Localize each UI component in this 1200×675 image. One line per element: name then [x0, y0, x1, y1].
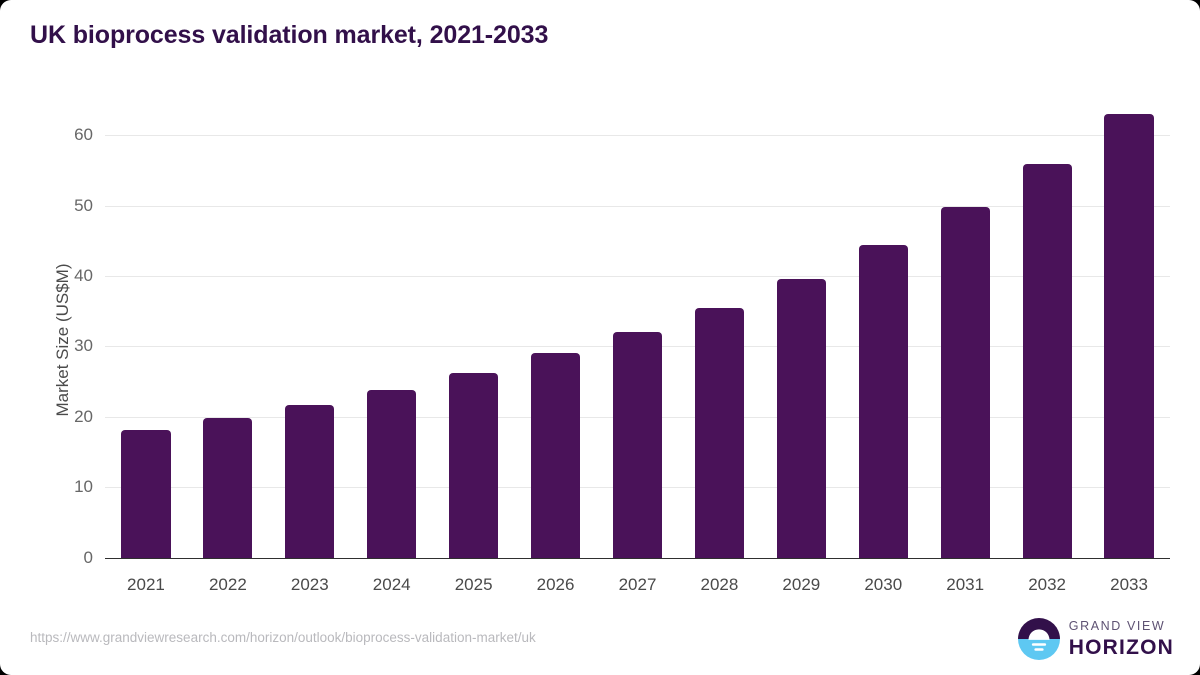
bar[interactable]: [776, 278, 826, 558]
gridline: [105, 135, 1170, 137]
bar[interactable]: [858, 245, 908, 558]
x-axis-tick-label: 2027: [618, 575, 657, 594]
bar[interactable]: [1104, 114, 1154, 558]
y-axis-tick-label: 10: [74, 477, 93, 497]
logo-line-grand-view: GRAND VIEW: [1068, 619, 1166, 634]
y-axis-tick-label: 60: [74, 125, 93, 145]
x-axis-tick-label: 2032: [1028, 575, 1067, 594]
gridline: [105, 275, 1170, 277]
bar[interactable]: [285, 405, 335, 558]
gridline: [105, 205, 1170, 207]
x-axis-line: [105, 557, 1170, 560]
x-axis-tick-label: 2031: [946, 575, 985, 594]
bar[interactable]: [531, 353, 581, 558]
bar[interactable]: [940, 207, 990, 558]
x-axis-tick-label: 2028: [700, 575, 739, 594]
x-axis-tick-label: 2024: [372, 575, 411, 594]
bar[interactable]: [612, 331, 663, 558]
bar[interactable]: [694, 307, 744, 558]
x-axis-tick-label: 2033: [1110, 575, 1148, 594]
y-axis-tick-label: 30: [74, 336, 93, 356]
bar[interactable]: [449, 373, 499, 558]
y-axis-tick-label: 50: [74, 195, 93, 215]
x-axis-tick-label: 2022: [208, 575, 247, 594]
x-axis-tick-label: 2026: [536, 575, 575, 594]
plot-area: 0 10 20 30 40 50 60 2021 2022 2023 2024 2025 2026 20…: [74, 100, 1170, 594]
x-axis-tick-label: 2021: [127, 575, 165, 594]
bar[interactable]: [121, 430, 171, 558]
logo-line-horizon: HORIZON: [1068, 635, 1174, 659]
logo-text: GRAND VIEW HORIZON: [1069, 620, 1174, 658]
bar[interactable]: [203, 418, 253, 558]
bar[interactable]: [367, 390, 417, 558]
bar[interactable]: [1022, 164, 1072, 558]
x-axis-tick-label: 2025: [454, 575, 493, 594]
y-axis-tick-label: 40: [74, 265, 93, 285]
source-url[interactable]: https://www.grandviewresearch.com/horizo…: [30, 630, 536, 645]
y-axis-tick-label: 20: [74, 406, 93, 426]
brand-logo[interactable]: GRAND VIEW HORIZON: [1017, 618, 1174, 660]
page-title: UK bioprocess validation market, 2021-20…: [30, 21, 549, 49]
horizon-circle-icon: [1017, 618, 1060, 660]
x-axis-tick-label: 2023: [290, 575, 329, 594]
x-axis-tick-label: 2030: [864, 575, 903, 594]
x-axis-tick-label: 2029: [782, 575, 821, 594]
y-axis-tick-label: 0: [83, 547, 93, 567]
